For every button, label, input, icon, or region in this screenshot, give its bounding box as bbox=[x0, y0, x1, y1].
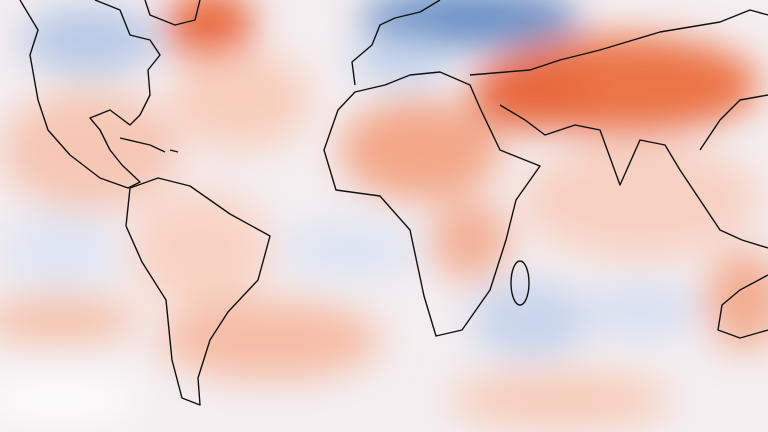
cool-area bbox=[580, 280, 700, 340]
cool-area bbox=[350, 35, 450, 85]
warm-area bbox=[160, 300, 380, 380]
europe-africa-coast bbox=[323, 0, 541, 337]
warm-area bbox=[470, 60, 590, 130]
warm-area bbox=[0, 90, 180, 210]
warm-area bbox=[165, 0, 255, 60]
cool-area bbox=[20, 5, 160, 75]
cool-area bbox=[470, 280, 590, 360]
cool-area bbox=[280, 220, 420, 280]
asia-coast bbox=[469, 9, 768, 249]
warm-area bbox=[340, 100, 500, 200]
north-america-coast bbox=[19, 0, 161, 189]
cool-area bbox=[360, 0, 580, 48]
neutral-area bbox=[0, 370, 140, 430]
warm-area bbox=[0, 295, 140, 345]
warm-area bbox=[450, 370, 670, 430]
warm-area bbox=[430, 200, 510, 280]
warm-area bbox=[520, 140, 760, 260]
australia-coast bbox=[717, 274, 768, 339]
warm-area bbox=[170, 50, 310, 150]
warm-area bbox=[130, 190, 270, 310]
warm-area bbox=[705, 250, 768, 350]
greenland-coast bbox=[144, 0, 201, 26]
south-america-coast bbox=[125, 177, 271, 406]
caribbean-coast bbox=[119, 137, 179, 153]
coastlines bbox=[19, 0, 768, 406]
madagascar-coast bbox=[510, 260, 530, 306]
cool-area bbox=[0, 210, 120, 290]
